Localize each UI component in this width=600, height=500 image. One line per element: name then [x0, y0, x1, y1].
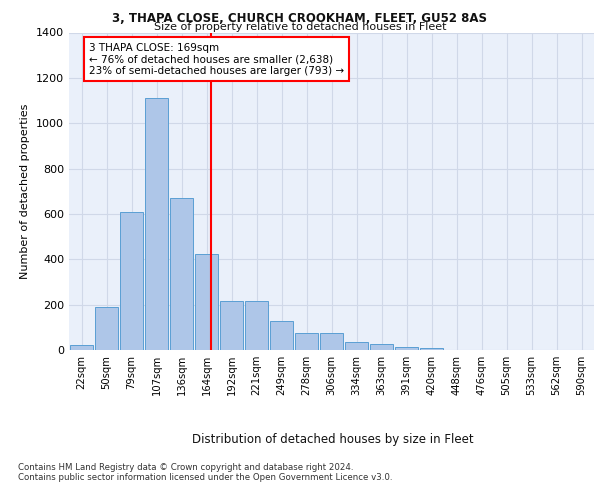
Text: 3, THAPA CLOSE, CHURCH CROOKHAM, FLEET, GU52 8AS: 3, THAPA CLOSE, CHURCH CROOKHAM, FLEET, … [113, 12, 487, 26]
Bar [245, 301, 268, 350]
Bar [320, 333, 343, 350]
Bar [70, 345, 94, 350]
Text: Contains HM Land Registry data © Crown copyright and database right 2024.: Contains HM Land Registry data © Crown c… [18, 462, 353, 471]
Bar [220, 301, 244, 350]
Text: Distribution of detached houses by size in Fleet: Distribution of detached houses by size … [192, 432, 474, 446]
Bar [395, 346, 418, 350]
Bar [170, 198, 193, 350]
Bar [194, 254, 218, 350]
Y-axis label: Number of detached properties: Number of detached properties [20, 104, 31, 279]
Bar [119, 212, 143, 350]
Text: Size of property relative to detached houses in Fleet: Size of property relative to detached ho… [154, 22, 446, 32]
Bar [145, 98, 169, 350]
Text: Contains public sector information licensed under the Open Government Licence v3: Contains public sector information licen… [18, 472, 392, 482]
Text: 3 THAPA CLOSE: 169sqm
← 76% of detached houses are smaller (2,638)
23% of semi-d: 3 THAPA CLOSE: 169sqm ← 76% of detached … [89, 42, 344, 76]
Bar [344, 342, 368, 350]
Bar [95, 307, 118, 350]
Bar [370, 344, 394, 350]
Bar [419, 348, 443, 350]
Bar [269, 320, 293, 350]
Bar [295, 333, 319, 350]
